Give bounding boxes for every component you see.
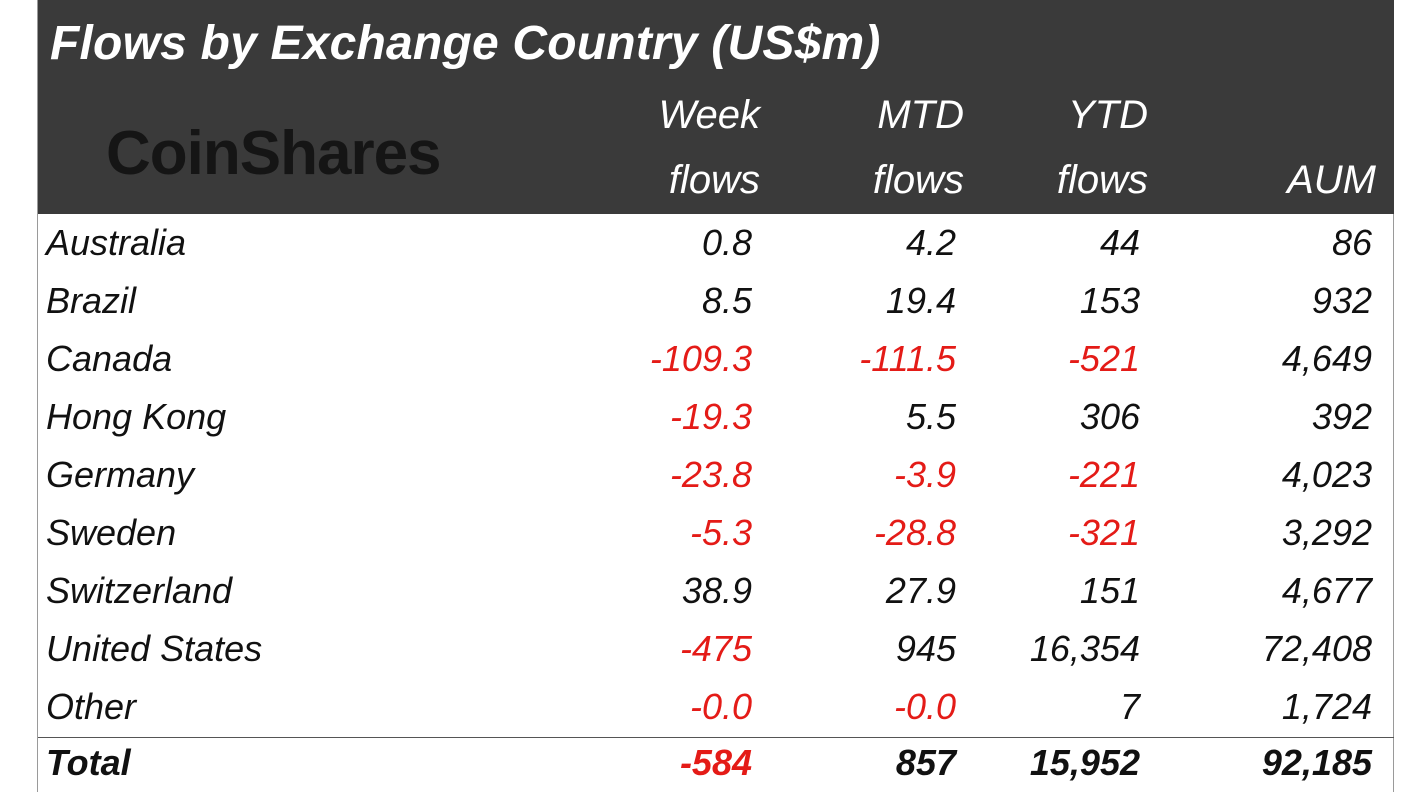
column-header-line1: MTD [877, 93, 964, 137]
row-value: -221 [1067, 454, 1140, 495]
row-label: Germany [46, 454, 195, 495]
row-value: 392 [1311, 396, 1372, 437]
row-value: -19.3 [669, 396, 752, 437]
row-value: 15,952 [1029, 742, 1140, 783]
column-header-line1: Week [658, 93, 760, 137]
row-value: 857 [895, 742, 956, 783]
row-value: 3,292 [1281, 512, 1372, 553]
row-value: 4,649 [1281, 338, 1372, 379]
row-value: -111.5 [859, 338, 956, 379]
row-value: -0.0 [893, 686, 956, 727]
row-value: 72,408 [1261, 628, 1372, 669]
table-frame [37, 0, 1394, 792]
row-value: 86 [1331, 222, 1372, 263]
row-value: 151 [1079, 570, 1140, 611]
row-value: 1,724 [1281, 686, 1372, 727]
total-label: Total [46, 742, 131, 783]
row-label: Brazil [46, 280, 137, 321]
column-header-line2: flows [668, 158, 760, 202]
row-value: 27.9 [885, 570, 956, 611]
row-value: -0.0 [689, 686, 752, 727]
row-value: -28.8 [873, 512, 956, 553]
row-value: 8.5 [701, 280, 752, 321]
coinshares-logo: CoinShares [106, 119, 442, 188]
row-label: Sweden [46, 512, 177, 553]
row-value: 7 [1119, 686, 1140, 727]
column-header: YTD flows [0, 0, 1148, 214]
total-divider [38, 737, 1394, 738]
row-value: 38.9 [681, 570, 752, 611]
row-label: Australia [46, 222, 187, 263]
row-value: -109.3 [649, 338, 752, 379]
row-value: 92,185 [1261, 742, 1372, 783]
row-value: -584 [679, 742, 752, 783]
row-label: Canada [46, 338, 173, 379]
column-header-line1: YTD [1068, 93, 1148, 137]
row-value: 16,354 [1029, 628, 1140, 669]
row-value: -23.8 [669, 454, 752, 495]
row-value: 153 [1079, 280, 1140, 321]
row-value: 4.2 [905, 222, 956, 263]
table-header [38, 0, 1394, 214]
row-value: 4,677 [1281, 570, 1372, 611]
row-value: 5.5 [905, 396, 956, 437]
row-value: 4,023 [1281, 454, 1372, 495]
column-header: MTD flows [0, 0, 964, 214]
column-header-line2: flows [872, 158, 964, 202]
row-label: Switzerland [46, 570, 233, 611]
row-value: -5.3 [689, 512, 752, 553]
row-value: -321 [1067, 512, 1140, 553]
column-header: AUM [0, 0, 1376, 214]
row-label: Hong Kong [46, 396, 227, 437]
row-value: 19.4 [885, 280, 956, 321]
row-value: 44 [1099, 222, 1140, 263]
row-value: 306 [1079, 396, 1140, 437]
row-value: 932 [1311, 280, 1372, 321]
table-title: Flows by Exchange Country (US$m) [50, 17, 881, 70]
row-value: -3.9 [893, 454, 956, 495]
row-value: -521 [1067, 338, 1140, 379]
column-header: Week flows [0, 0, 760, 214]
row-value: 0.8 [701, 222, 752, 263]
column-header-line2: AUM [1287, 158, 1376, 202]
row-label: Other [46, 686, 137, 727]
column-header-line2: flows [1056, 158, 1148, 202]
row-value: 945 [895, 628, 956, 669]
row-label: United States [46, 628, 263, 669]
row-value: -475 [679, 628, 752, 669]
